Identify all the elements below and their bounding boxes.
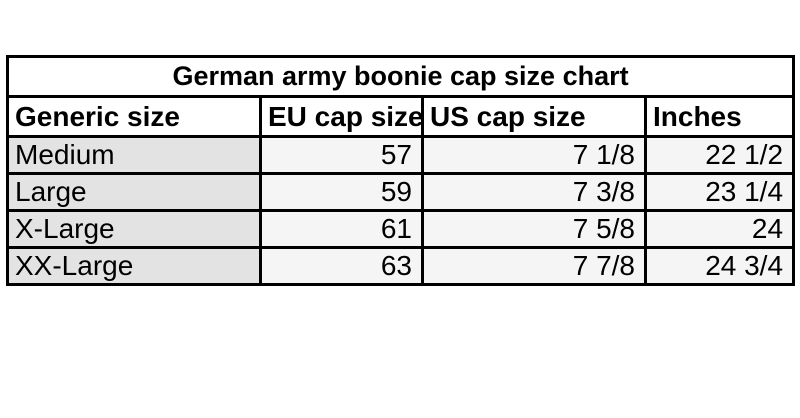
cell-us-cap-size: 7 1/8 (421, 135, 647, 175)
cell-generic-size: XX-Large (6, 246, 262, 286)
table-title: German army boonie cap size chart (5, 55, 796, 98)
size-chart-table: German army boonie cap size chart Generi… (5, 55, 796, 286)
table-row-large: Large 59 7 3/8 23 1/4 (6, 172, 796, 212)
cell-inches: 24 3/4 (643, 246, 796, 286)
col-header-eu-cap-size: EU cap size (259, 95, 424, 138)
cell-us-cap-size: 7 7/8 (421, 246, 647, 286)
col-header-inches: Inches (643, 95, 796, 138)
cell-generic-size: X-Large (6, 209, 262, 249)
table-title-row: German army boonie cap size chart (5, 55, 796, 98)
cell-eu-cap-size: 63 (259, 246, 424, 286)
cell-inches: 23 1/4 (643, 172, 796, 212)
cell-us-cap-size: 7 5/8 (421, 209, 647, 249)
table-row-xx-large: XX-Large 63 7 7/8 24 3/4 (6, 246, 796, 286)
table-row-x-large: X-Large 61 7 5/8 24 (6, 209, 796, 249)
col-header-generic-size: Generic size (6, 95, 262, 138)
cell-us-cap-size: 7 3/8 (421, 172, 647, 212)
cell-eu-cap-size: 61 (259, 209, 424, 249)
cell-eu-cap-size: 59 (259, 172, 424, 212)
table-header-row: Generic size EU cap size US cap size Inc… (6, 95, 796, 138)
cell-generic-size: Medium (6, 135, 262, 175)
cell-generic-size: Large (6, 172, 262, 212)
col-header-us-cap-size: US cap size (421, 95, 647, 138)
cell-inches: 24 (643, 209, 796, 249)
table-row-medium: Medium 57 7 1/8 22 1/2 (6, 135, 796, 175)
cell-inches: 22 1/2 (643, 135, 796, 175)
cell-eu-cap-size: 57 (259, 135, 424, 175)
